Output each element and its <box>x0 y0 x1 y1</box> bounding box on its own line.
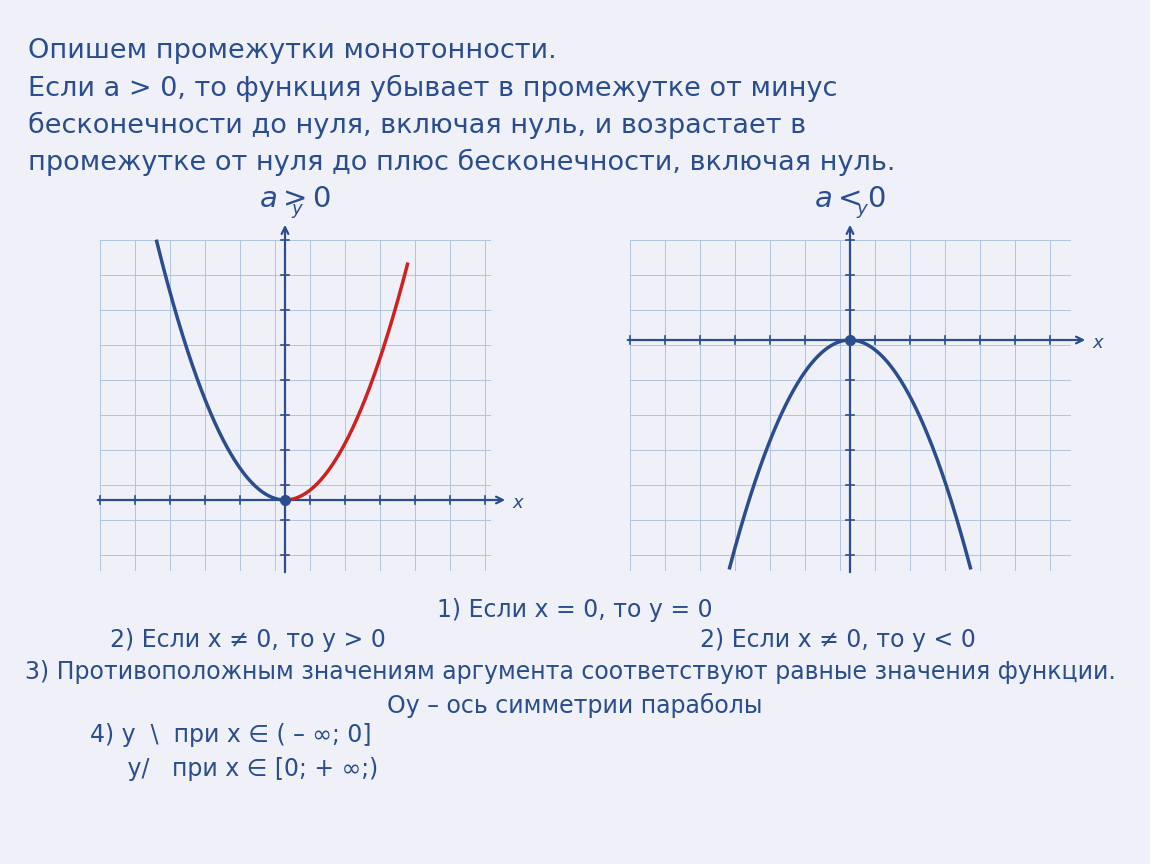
Text: Оу – ось симметрии параболы: Оу – ось симметрии параболы <box>388 693 762 718</box>
Text: $a > 0$: $a > 0$ <box>259 185 331 213</box>
Text: y/   при x ∈ [0; + ∞;): y/ при x ∈ [0; + ∞;) <box>90 757 378 781</box>
Text: 2) Если x ≠ 0, то y > 0: 2) Если x ≠ 0, то y > 0 <box>110 628 386 652</box>
Text: $a < 0$: $a < 0$ <box>814 185 886 213</box>
Text: бесконечности до нуля, включая нуль, и возрастает в: бесконечности до нуля, включая нуль, и в… <box>28 112 806 139</box>
Text: y: y <box>856 200 867 218</box>
Text: 1) Если x = 0, то y = 0: 1) Если x = 0, то y = 0 <box>437 598 713 622</box>
Text: 3) Противоположным значениям аргумента соответствуют равные значения функции.: 3) Противоположным значениям аргумента с… <box>25 660 1116 684</box>
Text: промежутке от нуля до плюс бесконечности, включая нуль.: промежутке от нуля до плюс бесконечности… <box>28 149 896 176</box>
Text: y: y <box>291 200 301 218</box>
Text: 4) y  \  при x ∈ ( – ∞; 0]: 4) y \ при x ∈ ( – ∞; 0] <box>90 723 371 747</box>
Text: 2) Если x ≠ 0, то y < 0: 2) Если x ≠ 0, то y < 0 <box>700 628 976 652</box>
Text: Если а > 0, то функция убывает в промежутке от минус: Если а > 0, то функция убывает в промежу… <box>28 75 837 102</box>
Text: x: x <box>1092 334 1103 352</box>
Text: x: x <box>512 494 522 512</box>
Text: Опишем промежутки монотонности.: Опишем промежутки монотонности. <box>28 38 557 64</box>
